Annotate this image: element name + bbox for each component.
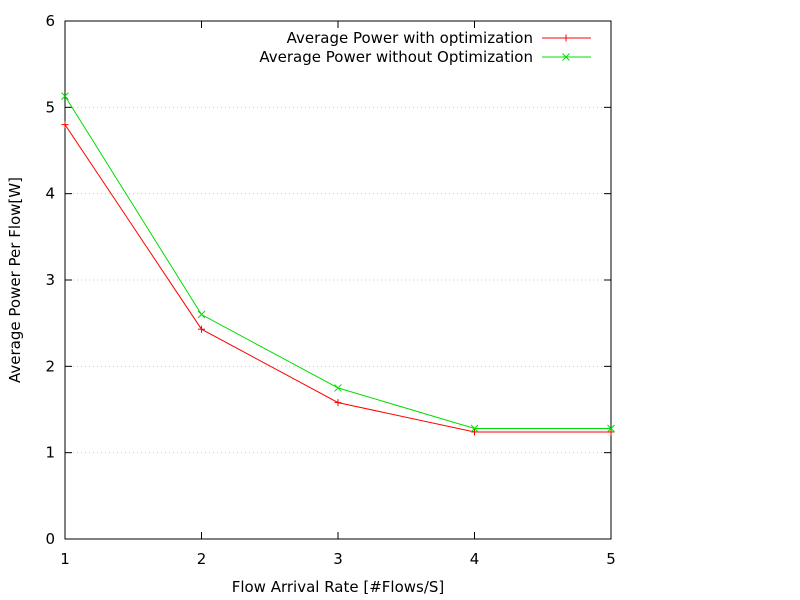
y-tick-label: 2 [45, 357, 55, 375]
series-line [64, 124, 611, 433]
x-tick-label: 3 [333, 550, 343, 568]
axis-ticks [64, 20, 612, 540]
y-axis-label: Average Power Per Flow[W] [6, 177, 24, 383]
data-point [471, 428, 478, 436]
point-marker-d2 [607, 424, 615, 433]
point-marker-d2 [61, 92, 69, 100]
data-point [197, 310, 206, 319]
legend-item: Average Power with optimization [287, 29, 591, 47]
y-tick-label: 5 [45, 98, 55, 116]
y-tick-label: 1 [45, 444, 55, 462]
point-marker-d2 [197, 310, 206, 319]
data-point [470, 424, 479, 433]
grid-lines [65, 106, 611, 454]
x-axis-label: Flow Arrival Rate [#Flows/S] [232, 578, 445, 596]
x-tick-label: 4 [470, 550, 480, 568]
x-tick-label: 1 [60, 550, 70, 568]
data-point [334, 399, 342, 407]
data-point [61, 92, 69, 100]
data-point [607, 428, 615, 436]
point-marker-d2 [470, 424, 479, 433]
y-tick-label: 3 [45, 271, 55, 289]
data-point [607, 424, 615, 433]
legend-label: Average Power without Optimization [259, 48, 533, 66]
y-tick-label: 4 [45, 185, 55, 203]
legend-label: Average Power with optimization [287, 29, 533, 47]
data-point [334, 384, 342, 392]
series-2 [61, 92, 615, 433]
legend-marker-d2 [562, 53, 570, 61]
data-series [61, 92, 615, 436]
x-tick-label: 2 [197, 550, 207, 568]
data-point [61, 121, 69, 129]
y-axis-tick-labels: 0 1 2 3 4 5 6 [45, 12, 55, 548]
y-tick-label: 0 [45, 530, 55, 548]
point-marker-d2 [334, 384, 342, 392]
y-tick-label: 6 [45, 12, 55, 30]
legend-item: Average Power without Optimization [259, 48, 591, 66]
series-line [64, 95, 611, 429]
series-1 [61, 121, 615, 436]
x-axis-tick-labels: 1 2 3 4 5 [60, 550, 616, 568]
x-tick-label: 5 [606, 550, 616, 568]
data-point [198, 325, 205, 333]
